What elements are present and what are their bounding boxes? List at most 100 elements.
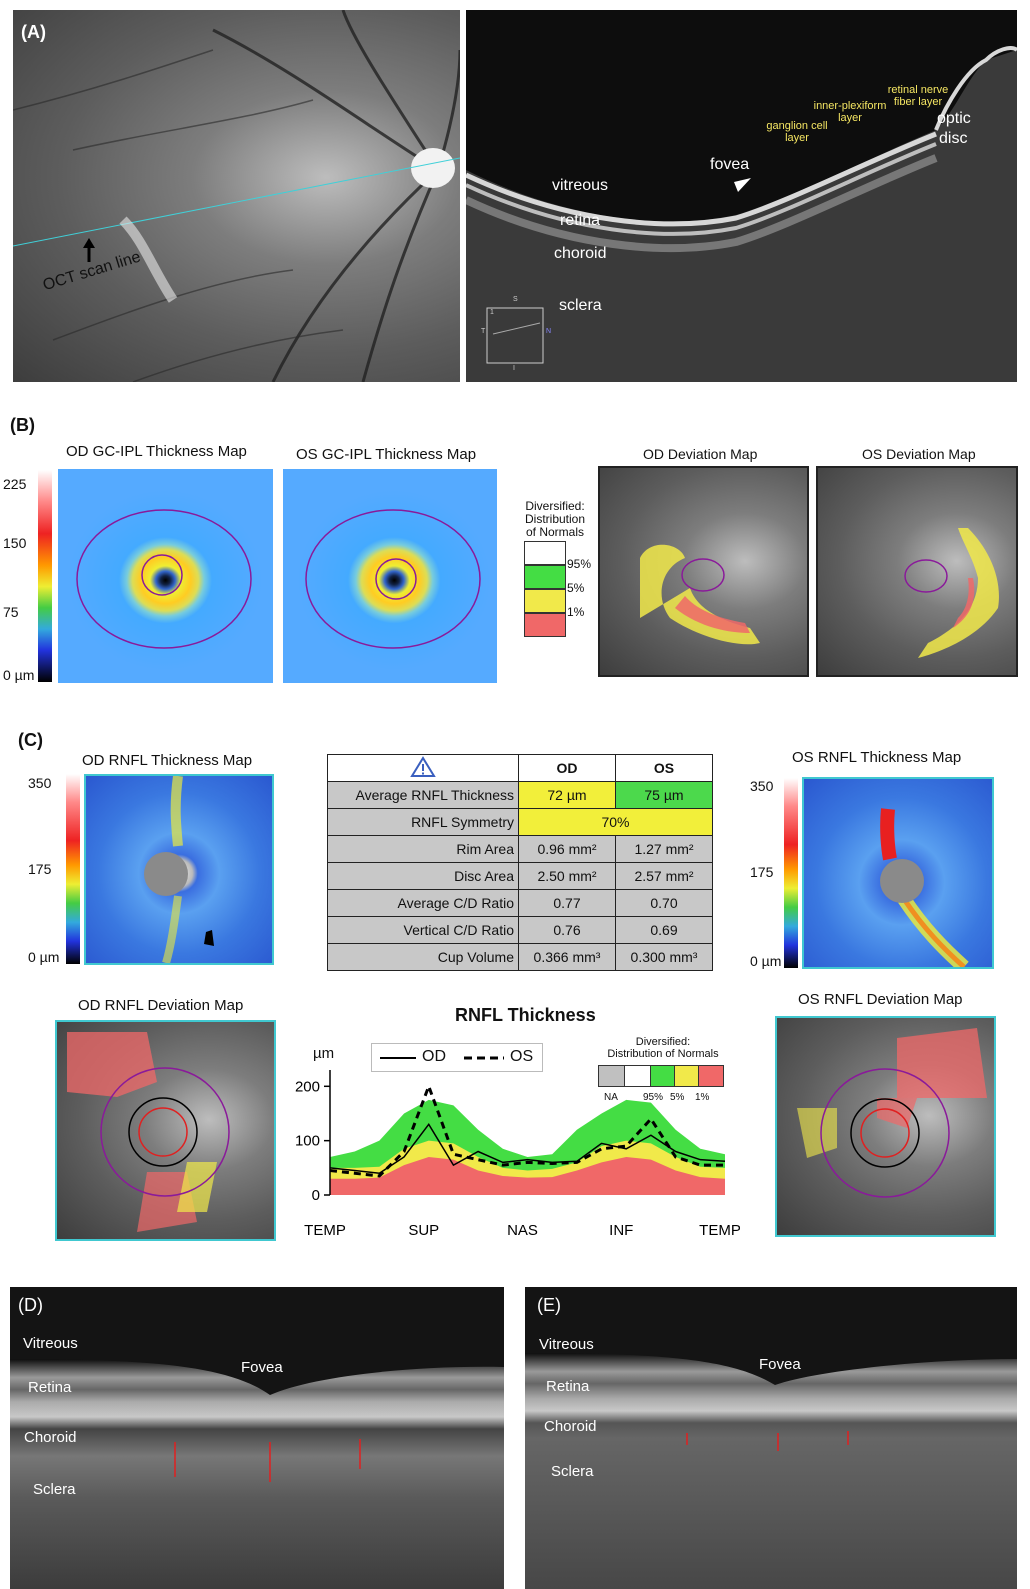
od-rnfl-scale-175: 175 bbox=[28, 861, 52, 877]
os-rnfl-scale-175: 175 bbox=[750, 864, 774, 880]
os-value: 2.57 mm² bbox=[615, 862, 713, 890]
fovea-arrow-icon bbox=[734, 178, 751, 192]
oct-scan-e: (E) Vitreous Fovea Retina Choroid Sclera bbox=[525, 1287, 1017, 1589]
col-od: OD bbox=[518, 754, 616, 782]
label-vitreous: vitreous bbox=[552, 177, 609, 194]
panel-e-label: (E) bbox=[537, 1295, 561, 1315]
e-sclera: Sclera bbox=[551, 1463, 594, 1480]
rnfl-table: OD OS Average RNFL Thickness 72 µm 75 µm… bbox=[327, 754, 713, 971]
optic-disc bbox=[411, 148, 455, 188]
e-retina: Retina bbox=[546, 1378, 590, 1395]
legend-yellow bbox=[524, 589, 566, 613]
warning-triangle-icon bbox=[327, 754, 519, 782]
od-rnfl-scale-350: 350 bbox=[28, 775, 52, 791]
arrow-icon bbox=[83, 238, 95, 248]
os-rnfl-scale-bar bbox=[784, 778, 798, 968]
os-value: 1.27 mm² bbox=[615, 835, 713, 863]
norm-red bbox=[698, 1065, 724, 1087]
os-rnfl-title: OS RNFL Thickness Map bbox=[792, 749, 962, 766]
oct-scan-a: vitreous retina choroid sclera fovea opt… bbox=[464, 10, 1019, 382]
gc-scale-150: 150 bbox=[3, 535, 27, 551]
od-value: 2.50 mm² bbox=[518, 862, 616, 890]
od-rnfl-scale-0: 0 µm bbox=[28, 949, 60, 965]
norm-na-label: NA bbox=[604, 1092, 618, 1103]
d-choroid: Choroid bbox=[24, 1429, 77, 1446]
gc-scale-225: 225 bbox=[3, 476, 27, 492]
od-rnfl-title: OD RNFL Thickness Map bbox=[82, 752, 253, 769]
os-dev-title: OS Deviation Map bbox=[862, 446, 976, 462]
label-sclera: sclera bbox=[559, 297, 602, 314]
rnfl-thickness-chart: 0 100 200 TEMP SUP NAS INF TEMP bbox=[295, 1070, 740, 1239]
x-category-label: INF bbox=[609, 1222, 633, 1239]
inset-t: T bbox=[481, 328, 486, 335]
fundus-photo-a: (A) OCT scan line bbox=[12, 9, 462, 383]
od-value: 0.366 mm³ bbox=[518, 943, 616, 971]
od-value: 0.77 bbox=[518, 889, 616, 917]
row-label: Average RNFL Thickness bbox=[327, 781, 519, 809]
os-gc-title: OS GC-IPL Thickness Map bbox=[296, 446, 477, 463]
panel-c-label: (C) bbox=[18, 730, 43, 750]
os-rnfl-map bbox=[802, 777, 994, 973]
chart-title: RNFL Thickness bbox=[455, 1005, 596, 1025]
table-row: RNFL Symmetry 70% bbox=[327, 808, 713, 836]
legend-white bbox=[524, 541, 566, 565]
od-gc-title: OD GC-IPL Thickness Map bbox=[66, 443, 247, 460]
table-row: Disc Area 2.50 mm² 2.57 mm² bbox=[327, 862, 713, 890]
inset-i: I bbox=[513, 365, 515, 372]
od-rnfl-scale-bar bbox=[66, 774, 80, 964]
label-optic-1: optic bbox=[937, 110, 971, 127]
label-optic-2: disc bbox=[939, 130, 968, 147]
od-deviation-map bbox=[598, 466, 809, 677]
norm-5-label: 5% bbox=[670, 1092, 685, 1103]
od-value: 72 µm bbox=[518, 781, 616, 809]
od-dev-title: OD Deviation Map bbox=[643, 446, 758, 462]
d-sclera: Sclera bbox=[33, 1481, 76, 1498]
table-row: Cup Volume 0.366 mm³ 0.300 mm³ bbox=[327, 943, 713, 971]
os-deviation-map bbox=[816, 466, 1018, 677]
oct-layers-a bbox=[464, 46, 1019, 382]
x-category-label: TEMP bbox=[304, 1222, 346, 1239]
chart-norm-title: Diversified: Distribution of Normals bbox=[607, 1036, 719, 1060]
d-fovea: Fovea bbox=[241, 1359, 283, 1376]
retinal-vessels bbox=[12, 9, 462, 383]
legend-red bbox=[524, 613, 566, 637]
od-rnfl-deviation-map bbox=[55, 1020, 276, 1241]
table-row: Vertical C/D Ratio 0.76 0.69 bbox=[327, 916, 713, 944]
label-ganglion: ganglion cell layer bbox=[766, 120, 828, 144]
od-value: 0.96 mm² bbox=[518, 835, 616, 863]
table-row: Average C/D Ratio 0.77 0.70 bbox=[327, 889, 713, 917]
panel-b-label: (B) bbox=[10, 415, 35, 435]
legend-title-b: Diversified: Distribution of Normals bbox=[524, 499, 586, 539]
legend-os: OS bbox=[510, 1048, 534, 1065]
label-fovea: fovea bbox=[710, 156, 750, 173]
os-rnfl-scale-350: 350 bbox=[750, 778, 774, 794]
legend-5: 5% bbox=[567, 581, 585, 595]
y-tick-label: 0 bbox=[312, 1187, 320, 1204]
norm-95-label: 95% bbox=[643, 1092, 664, 1103]
os-rnfl-scale-0: 0 µm bbox=[750, 953, 782, 969]
legend-1: 1% bbox=[567, 605, 585, 619]
inset-one: 1 bbox=[490, 309, 494, 316]
gc-scale-bar bbox=[38, 470, 52, 682]
e-choroid: Choroid bbox=[544, 1418, 597, 1435]
inset-s: S bbox=[513, 296, 518, 303]
table-header-row: OD OS bbox=[327, 754, 713, 782]
row-label: Disc Area bbox=[327, 862, 519, 890]
label-retina: retina bbox=[560, 212, 601, 229]
row-label: Cup Volume bbox=[327, 943, 519, 971]
x-category-label: SUP bbox=[408, 1222, 439, 1239]
oct-scan-d: (D) Vitreous Fovea Retina Choroid Sclera bbox=[10, 1287, 504, 1589]
od-value: 0.76 bbox=[518, 916, 616, 944]
od-rnfl-map bbox=[84, 774, 274, 965]
panel-d-label: (D) bbox=[18, 1295, 43, 1315]
os-value: 75 µm bbox=[615, 781, 713, 809]
col-os: OS bbox=[615, 754, 713, 782]
y-tick-label: 100 bbox=[295, 1133, 320, 1150]
row-label: Average C/D Ratio bbox=[327, 889, 519, 917]
gc-scale-75: 75 bbox=[3, 604, 19, 620]
os-rnfl-dev-title: OS RNFL Deviation Map bbox=[798, 991, 963, 1008]
chart-legend: OD OS bbox=[371, 1043, 543, 1072]
x-category-label: TEMP bbox=[699, 1222, 740, 1239]
y-tick-label: 200 bbox=[295, 1078, 320, 1095]
rnfl-table-container: OD OS Average RNFL Thickness 72 µm 75 µm… bbox=[327, 754, 713, 971]
